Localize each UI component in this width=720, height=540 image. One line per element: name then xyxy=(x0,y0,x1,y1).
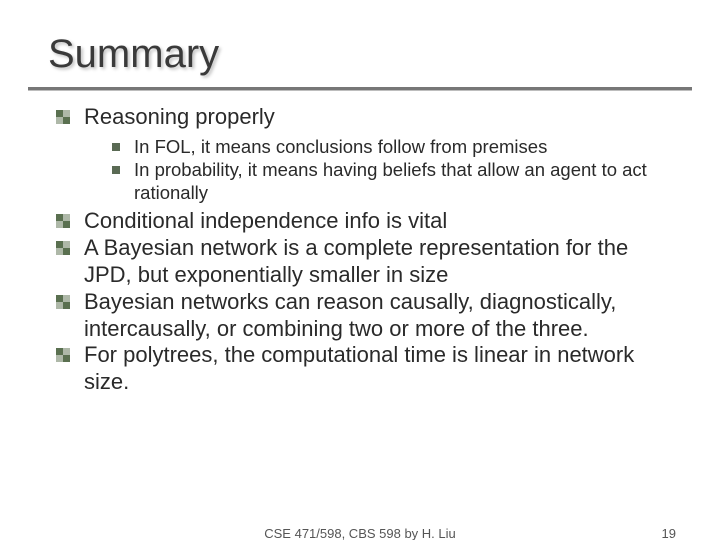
bullet-list-level2: In FOL, it means conclusions follow from… xyxy=(84,131,680,208)
bullet-text: Bayesian networks can reason causally, d… xyxy=(84,289,616,341)
slide-content: Reasoning properly In FOL, it means conc… xyxy=(0,90,720,396)
slide: Summary Reasoning properly In FOL, it me… xyxy=(0,0,720,540)
footer-center-text: CSE 471/598, CBS 598 by H. Liu xyxy=(264,526,456,540)
bullet-text: A Bayesian network is a complete represe… xyxy=(84,235,628,287)
list-item: In probability, it means having beliefs … xyxy=(112,158,680,204)
bullet-text: For polytrees, the computational time is… xyxy=(84,342,634,394)
title-region: Summary xyxy=(0,0,720,83)
list-item: A Bayesian network is a complete represe… xyxy=(56,235,680,289)
list-item: In FOL, it means conclusions follow from… xyxy=(112,135,680,158)
bullet-list-level1: Reasoning properly In FOL, it means conc… xyxy=(56,104,680,396)
list-item: Conditional independence info is vital xyxy=(56,208,680,235)
bullet-text: In probability, it means having beliefs … xyxy=(134,159,647,203)
bullet-text: Conditional independence info is vital xyxy=(84,208,447,233)
page-number: 19 xyxy=(662,526,676,540)
list-item: For polytrees, the computational time is… xyxy=(56,342,680,396)
bullet-text: Reasoning properly xyxy=(84,104,275,129)
list-item: Bayesian networks can reason causally, d… xyxy=(56,289,680,343)
slide-title: Summary xyxy=(48,32,720,77)
bullet-text: In FOL, it means conclusions follow from… xyxy=(134,136,547,157)
list-item: Reasoning properly In FOL, it means conc… xyxy=(56,104,680,208)
